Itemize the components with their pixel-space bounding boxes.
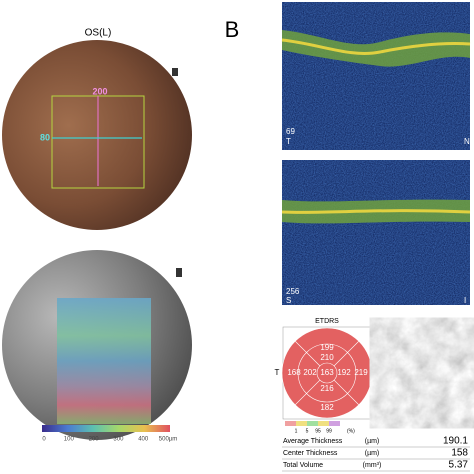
row-label: Center Thickness <box>283 450 338 457</box>
legend-swatch <box>307 421 318 426</box>
scan-position: 69 <box>286 127 295 136</box>
shadowgram-title: Shadowgram <box>403 318 444 325</box>
sector-value: 219 <box>354 368 368 377</box>
scan-position: 256 <box>286 287 300 296</box>
etdrs-dividers <box>294 340 360 406</box>
row-unit: (µm) <box>365 450 380 457</box>
sector-value: 202 <box>303 368 317 377</box>
oct-noise <box>282 160 470 305</box>
side-label: N <box>375 368 381 377</box>
colorbar-tick: 400 <box>138 437 149 443</box>
sector-value: 199 <box>320 343 334 352</box>
panel-label: B <box>225 17 240 42</box>
sector-value: 216 <box>320 384 334 393</box>
scan-end: N <box>464 137 470 146</box>
legend-label: 5 <box>306 428 309 434</box>
etdrs-legend: 1 5 95 99 (%) <box>285 421 355 434</box>
etdrs-inner <box>297 343 357 403</box>
row-unit: (mm³) <box>363 462 382 469</box>
row-value: 158 <box>451 448 468 459</box>
rpe-band <box>281 38 471 55</box>
colorbar-ticks: 0 100 200 300 400 500µm <box>42 437 177 443</box>
row-unit: (µm) <box>365 438 380 445</box>
legend-label: 95 <box>315 428 321 434</box>
row-label: Total Volume <box>283 462 323 469</box>
legend-swatch <box>285 421 296 426</box>
sector-value: 182 <box>320 403 334 412</box>
row-label: Average Thickness <box>283 438 343 445</box>
colorbar-tick: 500µm <box>159 437 177 443</box>
vertical-scan-label: 200 <box>92 86 107 96</box>
shadowgram-image <box>379 327 470 419</box>
scan-end: I <box>464 296 466 305</box>
summary-table: Average Thickness (µm) 190.1 Center Thickne… <box>282 436 470 472</box>
horizontal-scan-label: 80 <box>40 132 50 142</box>
etdrs-title: ETDRS <box>315 318 339 325</box>
colorbar-tick: 100 <box>64 437 75 443</box>
sector-value: 163 <box>320 368 334 377</box>
scan-start: S <box>286 296 291 305</box>
scan-start: T <box>286 137 291 146</box>
sector-value: 168 <box>287 368 301 377</box>
colorbar-tick: 200 <box>89 437 100 443</box>
legend-swatch <box>329 421 340 426</box>
fundus-photo <box>2 40 192 230</box>
oct-noise <box>282 2 470 150</box>
colorbar-tick: 300 <box>113 437 124 443</box>
row-value: 5.37 <box>449 460 469 471</box>
rpe-band <box>281 209 471 214</box>
notch <box>172 68 178 76</box>
colorbar <box>42 425 170 432</box>
side-label: T <box>275 368 280 377</box>
notch <box>176 268 182 277</box>
retina-band <box>282 30 470 67</box>
legend-unit: (%) <box>347 428 355 434</box>
row-value: 190.1 <box>443 436 468 447</box>
legend-swatch <box>296 421 307 426</box>
colorbar-tick: 0 <box>42 437 46 443</box>
sector-value: 210 <box>320 353 334 362</box>
legend-label: 99 <box>326 428 332 434</box>
legend-swatch <box>318 421 329 426</box>
thickness-map <box>57 298 151 424</box>
sector-value: 192 <box>337 368 351 377</box>
legend-label: 1 <box>295 428 298 434</box>
etdrs-center <box>316 362 338 384</box>
eye-label: OS(L) <box>85 28 112 39</box>
